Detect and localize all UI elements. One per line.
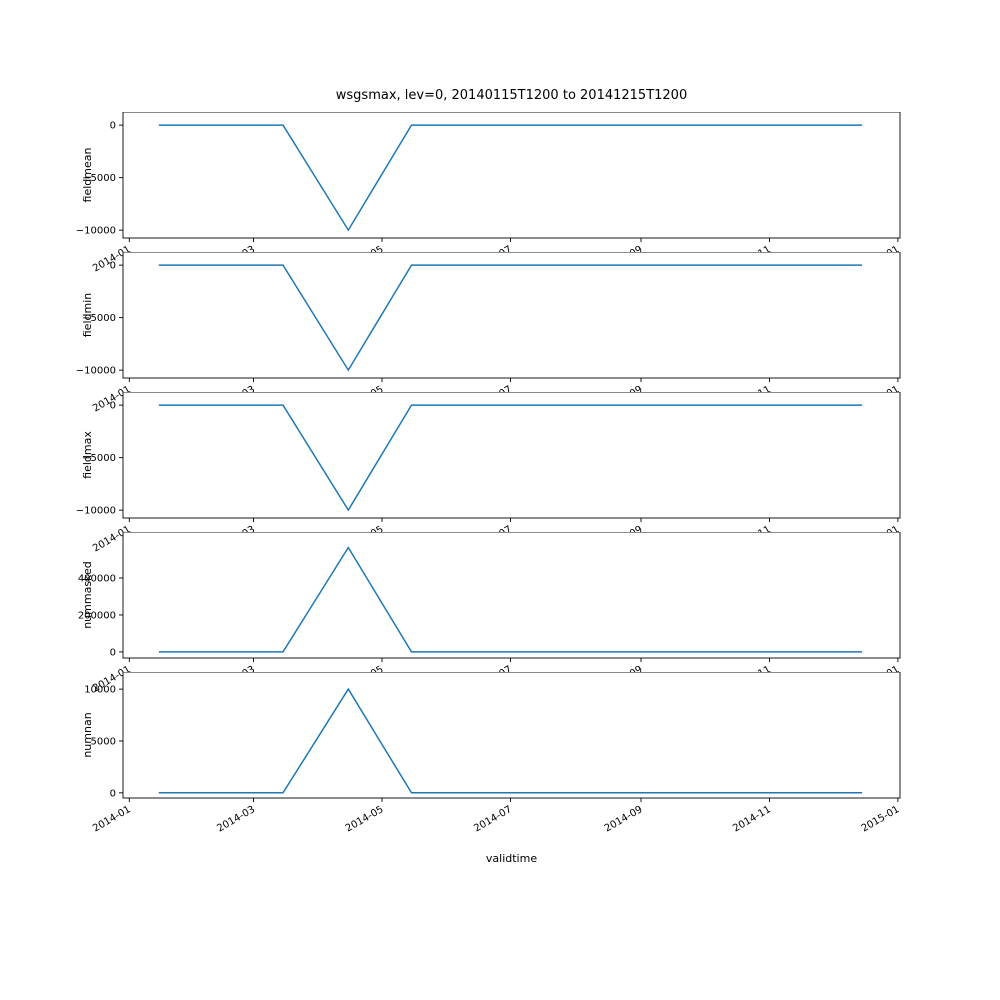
y-axis-label-fieldmean: fieldmean [81,148,94,203]
axes-frame-numnan [122,672,901,799]
y-tick-label: −10000 [76,506,116,517]
y-tick-label: 200000 [78,610,116,621]
axes-frame-fieldmax [122,392,901,519]
axes-frame-nummasked [122,532,901,659]
x-tick-label: 2015-01 [860,804,902,834]
y-tick-label: 400000 [78,574,116,585]
y-tick-label: −10000 [76,226,116,237]
series-line-nummasked [158,546,863,653]
x-axis-label: validtime [485,852,538,865]
y-tick-label: −5000 [82,173,116,184]
y-tick-label: 10000 [84,685,116,696]
y-tick-label: 0 [110,647,116,658]
series-line-fieldmean [158,124,863,232]
x-tick-label: 2014-11 [731,804,773,834]
y-tick-label: 0 [110,261,116,272]
series-line-fieldmin [158,264,863,372]
y-tick-label: −5000 [82,313,116,324]
y-tick-label: 0 [110,121,116,132]
y-tick-label: 0 [110,401,116,412]
x-tick-label: 2014-07 [472,804,514,834]
x-tick-label: 2014-01 [91,804,133,834]
y-tick-label: 0 [110,788,116,799]
x-tick-label: 2014-05 [344,804,386,834]
axes-frame-fieldmean [122,112,901,239]
series-line-numnan [158,687,863,794]
x-tick-label: 2014-03 [215,804,257,834]
y-axis-label-numnan: numnan [81,712,94,757]
y-axis-label-fieldmin: fieldmin [81,293,94,338]
chart-title: wsgsmax, lev=0, 20140115T1200 to 2014121… [335,88,688,103]
x-tick-label: 2014-09 [603,804,645,834]
y-axis-label-fieldmax: fieldmax [81,431,94,479]
y-tick-label: −5000 [82,453,116,464]
y-tick-label: −10000 [76,366,116,377]
series-line-fieldmax [158,404,863,512]
y-axis-label-nummasked: nummasked [81,561,94,629]
subplot-numnan: 0 5000 10000 2014-01 2014-03 2014-05 2014-07 20… [81,672,902,834]
axes-frame-fieldmin [122,252,901,379]
y-tick-label: 5000 [91,736,116,747]
